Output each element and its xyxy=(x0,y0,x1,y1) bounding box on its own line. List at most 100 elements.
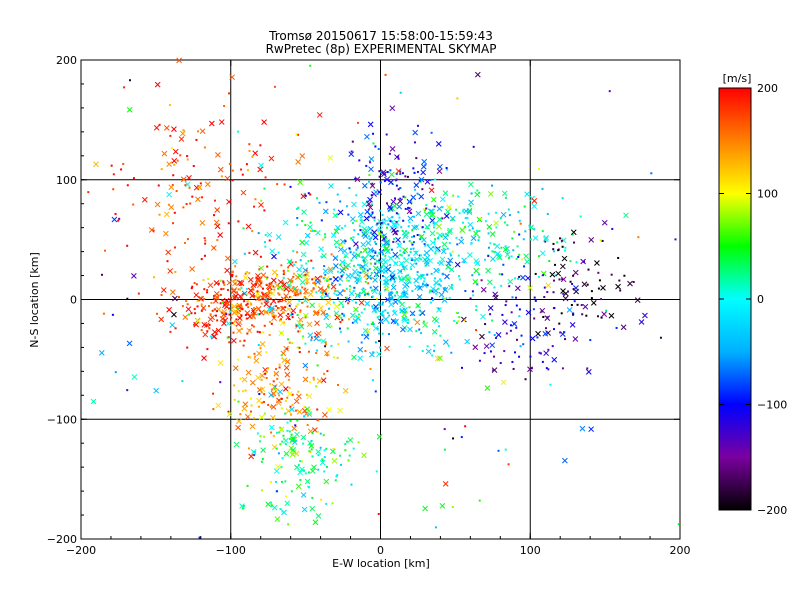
data-point-x xyxy=(580,258,586,265)
data-point-dot xyxy=(227,410,230,413)
data-point-dot xyxy=(547,368,550,371)
data-point-dot xyxy=(245,163,248,166)
data-point-dot xyxy=(404,207,407,210)
data-point-x xyxy=(493,220,499,227)
data-point-x xyxy=(413,250,419,257)
data-point-dot xyxy=(511,360,514,363)
data-point-dot xyxy=(571,282,574,285)
data-point-dot xyxy=(265,351,268,354)
data-point-dot xyxy=(421,219,424,222)
data-point-dot xyxy=(304,273,307,276)
data-point-dot xyxy=(436,232,439,235)
data-point-dot xyxy=(175,190,178,193)
data-point-dot xyxy=(464,425,467,428)
data-point-dot xyxy=(263,187,266,190)
data-point-x xyxy=(504,251,511,258)
data-point-dot xyxy=(291,316,294,319)
data-point-dot xyxy=(429,179,432,182)
data-point-dot xyxy=(219,293,222,296)
data-point-dot xyxy=(297,463,300,466)
data-point-dot xyxy=(319,446,322,449)
data-point-dot xyxy=(428,291,431,294)
data-point-dot xyxy=(288,341,291,344)
data-point-x xyxy=(268,392,274,398)
data-point-dot xyxy=(394,276,397,279)
data-point-dot xyxy=(404,175,407,178)
data-point-dot xyxy=(343,289,346,292)
data-point-dot xyxy=(341,227,344,230)
data-point-dot xyxy=(495,336,498,339)
data-point-x xyxy=(638,319,645,325)
data-point-dot xyxy=(363,293,366,296)
data-point-dot xyxy=(382,244,385,247)
data-point-dot xyxy=(242,504,245,507)
data-point-dot xyxy=(261,458,264,461)
data-point-x xyxy=(424,261,430,267)
data-point-dot xyxy=(257,344,260,347)
chart-title: Tromsø 20150617 15:58:00-15:59:43 xyxy=(268,29,493,43)
data-point-dot xyxy=(444,297,447,300)
data-point-dot xyxy=(402,195,405,198)
data-point-x xyxy=(468,199,474,206)
x-tick-label: 200 xyxy=(670,544,691,557)
data-point-x xyxy=(373,303,379,310)
data-point-dot xyxy=(378,301,381,304)
data-point-x xyxy=(348,151,355,158)
data-point-dot xyxy=(402,240,405,243)
data-point-dot xyxy=(458,278,461,281)
data-point-dot xyxy=(335,256,338,259)
data-point-x xyxy=(282,219,289,226)
data-point-dot xyxy=(389,291,392,294)
data-point-dot xyxy=(426,273,429,276)
data-point-x xyxy=(561,255,568,262)
y-tick-label: −100 xyxy=(47,413,77,426)
data-point-dot xyxy=(381,265,384,268)
data-point-dot xyxy=(362,265,365,268)
data-point-x xyxy=(386,204,393,210)
data-point-dot xyxy=(374,250,377,253)
data-point-x xyxy=(572,269,579,276)
data-point-dot xyxy=(579,215,582,218)
data-point-dot xyxy=(397,188,400,191)
data-point-dot xyxy=(409,251,412,254)
data-point-x xyxy=(168,204,175,211)
data-point-x xyxy=(362,261,369,268)
data-point-dot xyxy=(176,159,179,162)
data-point-x xyxy=(295,323,301,329)
data-point-dot xyxy=(371,305,374,308)
data-point-dot xyxy=(270,501,273,504)
data-point-dot xyxy=(290,433,293,436)
data-point-dot xyxy=(266,298,269,301)
data-point-dot xyxy=(504,245,507,248)
data-point-dot xyxy=(299,330,302,333)
data-point-x xyxy=(131,374,138,380)
data-point-dot xyxy=(334,289,337,292)
data-point-x xyxy=(258,265,265,272)
data-point-dot xyxy=(438,278,441,281)
data-point-dot xyxy=(572,274,575,277)
data-point-dot xyxy=(402,219,405,222)
data-point-dot xyxy=(247,306,250,309)
data-point-dot xyxy=(301,301,304,304)
data-point-x xyxy=(384,241,391,247)
data-point-dot xyxy=(416,271,419,274)
data-point-dot xyxy=(393,197,396,200)
data-point-dot xyxy=(278,293,281,296)
data-point-dot xyxy=(354,301,357,304)
data-point-x xyxy=(275,400,282,406)
data-point-x xyxy=(226,411,233,418)
data-point-x xyxy=(224,267,230,274)
data-point-dot xyxy=(209,313,212,316)
data-point-x xyxy=(422,321,429,328)
data-point-dot xyxy=(203,298,206,301)
data-point-dot xyxy=(259,255,262,258)
data-point-dot xyxy=(425,207,428,210)
data-point-dot xyxy=(306,282,309,285)
data-point-dot xyxy=(203,146,206,149)
data-point-dot xyxy=(321,459,324,462)
data-point-x xyxy=(407,215,414,222)
data-point-dot xyxy=(317,311,320,314)
data-point-x xyxy=(382,316,389,323)
data-point-dot xyxy=(475,308,478,311)
data-point-dot xyxy=(423,280,426,283)
